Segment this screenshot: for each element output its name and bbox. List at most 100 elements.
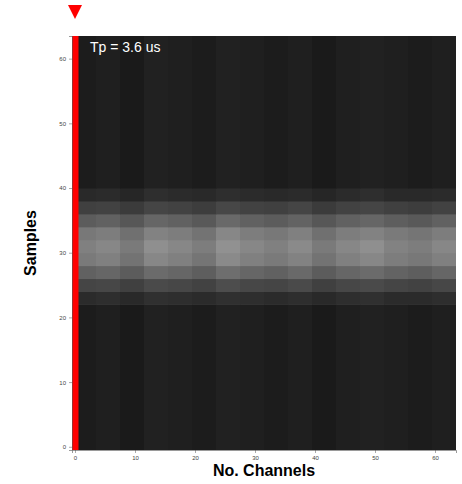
tick: 10 — [59, 379, 72, 385]
heat-cell — [264, 279, 289, 292]
tick-mark — [75, 450, 76, 453]
tick: 50 — [372, 450, 379, 461]
heat-cell — [96, 266, 121, 279]
heat-cell — [288, 279, 313, 292]
heat-cell — [312, 201, 337, 214]
heat-cell — [216, 188, 241, 201]
heat-cell — [336, 240, 361, 253]
tick-label: 0 — [63, 444, 67, 450]
heat-cell — [120, 188, 145, 201]
heat-cell — [360, 214, 385, 227]
heat-cell — [144, 227, 169, 240]
heat-cell — [192, 266, 217, 279]
heat-cell — [96, 253, 121, 266]
heat-cell — [120, 240, 145, 253]
heat-cell — [216, 227, 241, 240]
heat-cell — [216, 304, 241, 450]
heat-cell — [192, 36, 217, 189]
heat-cell — [288, 304, 313, 450]
heat-cell — [432, 240, 456, 253]
y-axis-title: Samples — [22, 210, 39, 276]
heat-cell — [312, 214, 337, 227]
heat-cell — [384, 253, 409, 266]
heat-cell — [144, 201, 169, 214]
tick-label: 10 — [59, 379, 66, 385]
heat-cell — [240, 201, 265, 214]
heat-cell — [192, 253, 217, 266]
heat-cell — [216, 201, 241, 214]
heat-cell — [240, 266, 265, 279]
heat-cell — [288, 214, 313, 227]
heat-cell — [312, 188, 337, 201]
tick: 40 — [312, 450, 319, 461]
tick: 20 — [192, 450, 199, 461]
heat-cell — [360, 188, 385, 201]
heat-cell — [432, 214, 456, 227]
heat-cell — [336, 227, 361, 240]
axis-line — [73, 451, 457, 454]
heat-cell — [120, 292, 145, 305]
heat-cell — [192, 240, 217, 253]
tick: 60 — [432, 450, 439, 461]
tick-label: 30 — [59, 250, 66, 256]
heat-cell — [288, 227, 313, 240]
heat-cell — [408, 201, 433, 214]
heat-cell — [288, 253, 313, 266]
heat-cell — [336, 36, 361, 189]
heat-cell — [192, 188, 217, 201]
heat-cell — [240, 227, 265, 240]
heat-cell — [312, 36, 337, 189]
heat-cell — [120, 304, 145, 450]
highlight-bar — [72, 36, 79, 450]
heat-cell — [432, 253, 456, 266]
heat-cell — [96, 292, 121, 305]
tick-mark — [375, 450, 376, 453]
heat-cell — [264, 201, 289, 214]
heat-cell — [168, 36, 193, 189]
tick: 30 — [59, 250, 72, 256]
heat-cell — [336, 292, 361, 305]
heat-cell — [312, 279, 337, 292]
heat-cell — [360, 201, 385, 214]
heat-cell — [216, 292, 241, 305]
heat-cell — [168, 188, 193, 201]
heat-cell — [312, 240, 337, 253]
tick-label: 0 — [74, 455, 78, 461]
heat-cell — [168, 240, 193, 253]
tick-mark — [69, 123, 72, 124]
heat-cell — [384, 227, 409, 240]
heat-cell — [264, 214, 289, 227]
heat-cell — [384, 240, 409, 253]
heat-cell — [192, 292, 217, 305]
x-axis: 0102030405060 — [73, 450, 457, 461]
heat-cell — [312, 266, 337, 279]
chart: 01020304050600102030405060Tp = 3.6 usNo.… — [0, 0, 462, 484]
heat-cell — [240, 253, 265, 266]
y-axis: 0102030405060 — [59, 37, 72, 451]
tick: 20 — [59, 315, 72, 321]
heat-cell — [288, 240, 313, 253]
heat-cell — [168, 214, 193, 227]
heat-cell — [336, 266, 361, 279]
heat-cell — [144, 240, 169, 253]
tick: 40 — [59, 185, 72, 191]
heat-cell — [96, 240, 121, 253]
heat-cell — [240, 214, 265, 227]
heat-cell — [408, 292, 433, 305]
heat-cell — [144, 266, 169, 279]
tick-label: 20 — [192, 455, 199, 461]
heat-cell — [120, 266, 145, 279]
tick-mark — [435, 450, 436, 453]
heat-cell — [264, 188, 289, 201]
heat-cell — [192, 214, 217, 227]
heat-cell — [432, 279, 456, 292]
tick-mark — [69, 188, 72, 189]
heat-cell — [96, 201, 121, 214]
heat-cell — [360, 304, 385, 450]
heat-cell — [408, 227, 433, 240]
heat-cell — [360, 253, 385, 266]
tick-mark — [69, 382, 72, 383]
heat-cell — [216, 279, 241, 292]
heat-cell — [432, 304, 456, 450]
heat-cell — [336, 214, 361, 227]
